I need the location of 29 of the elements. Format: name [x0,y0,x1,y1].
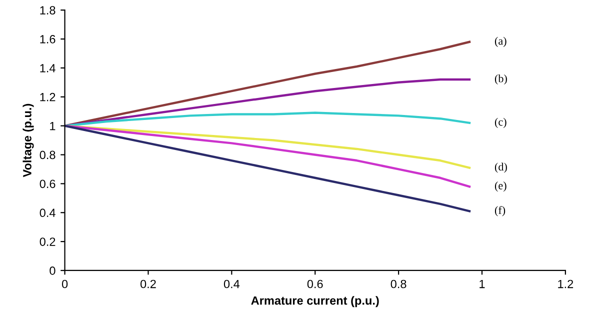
y-tick-label: 0.8 [40,150,56,160]
x-tick-label: 0.6 [307,280,323,288]
x-tick-label: 0.8 [390,280,406,288]
text: (b) [494,74,507,85]
x-tick-label: 0 [62,280,68,288]
x-tick-label: 1.2 [558,280,574,288]
x-axis-title: Armature current (p.u.) [251,296,379,308]
text: (f) [494,206,506,216]
text: (d) [494,162,507,173]
line-series [64,112,471,127]
line-series [64,124,471,188]
y-tick-label: 0 [50,266,56,275]
y-tick-label: 1.6 [40,35,56,44]
y-axis-title: Voltage (p.u.) [22,104,34,178]
line-series [64,124,471,212]
y-tick-label: 1.2 [40,92,56,102]
y-tick-label: 0.6 [40,180,56,188]
text: (e) [494,182,506,192]
text: (c) [494,118,506,128]
x-tick-label: 0.4 [224,280,240,288]
x-tick-label: 1 [480,280,485,288]
y-tick-label: 1.8 [40,6,56,14]
y-tick-label: 0.4 [40,208,56,218]
line-series [64,40,471,127]
x-tick-label: 0.2 [140,280,156,288]
text: (a) [494,36,506,47]
y-tick-label: 0.2 [40,238,56,246]
y-tick-label: 1 [50,122,56,130]
y-tick-label: 1.4 [40,64,56,72]
